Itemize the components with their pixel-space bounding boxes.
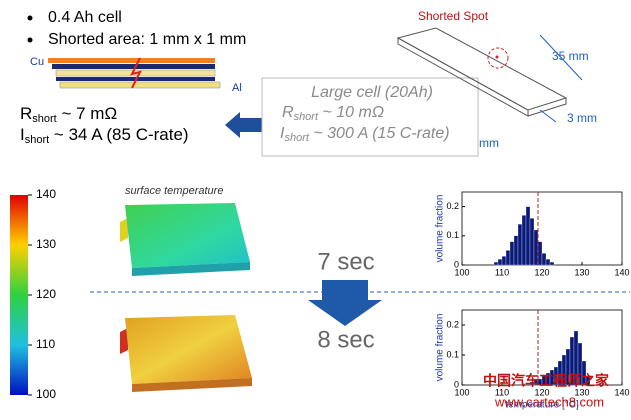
bullet: Shorted area: 1 mm x 1 mm (48, 31, 246, 48)
y-tick-label: 0 (454, 259, 459, 269)
arrow-left (225, 112, 268, 138)
y-axis-label: volume fraction (435, 195, 446, 263)
colorbar-tick-label: 120 (36, 287, 56, 301)
spot-label: Shorted Spot (418, 9, 489, 23)
x-tick-label: 120 (534, 267, 549, 277)
y-axis-label: volume fraction (435, 314, 446, 382)
colorbar-tick-label: 100 (36, 387, 56, 401)
cell-surface (125, 315, 252, 384)
bar (501, 256, 507, 266)
cell-side (132, 262, 250, 276)
arrow-down (308, 280, 382, 326)
time-label: 8 sec (317, 326, 374, 353)
tab (120, 328, 128, 354)
colorbar-ticks: 140 130 120 110 100 (28, 187, 56, 401)
bar (541, 253, 547, 266)
x-tick-label: 110 (495, 267, 509, 277)
shorted-spot (495, 55, 499, 59)
x-tick-label: 100 (454, 387, 469, 397)
layer (59, 81, 221, 89)
y-tick-label: 0.2 (446, 319, 459, 329)
bar (517, 223, 523, 266)
bar (513, 235, 519, 266)
cell-side (132, 378, 252, 392)
bar (545, 259, 551, 266)
resistance: Rshort ~ 7 mΩ (20, 104, 117, 124)
colorbar-tick-label: 130 (36, 237, 56, 251)
bar (509, 241, 515, 266)
x-tick-label: 120 (534, 387, 549, 397)
bar (497, 259, 503, 266)
bar (537, 241, 543, 266)
bar (493, 261, 499, 266)
short-bolt (130, 57, 142, 89)
surface-label: surface temperature (125, 185, 223, 197)
dimension (539, 34, 583, 81)
time-label: 7 sec (317, 248, 374, 275)
y-tick-label: 0.1 (446, 349, 459, 359)
bar (529, 218, 535, 266)
x-tick-label: 110 (495, 387, 509, 397)
bar (521, 215, 527, 266)
colorbar-tick-label: 110 (36, 337, 55, 351)
bullet-dot (27, 15, 33, 21)
dimension (539, 109, 557, 123)
x-tick-label: 100 (454, 267, 469, 277)
bar (505, 250, 511, 266)
watermark-url: www.cartech8.com (494, 394, 604, 409)
bar (581, 360, 587, 386)
dimension-label: mm (479, 136, 499, 150)
layer (48, 58, 215, 63)
resistance: Rshort ~ 10 mΩ (282, 104, 384, 123)
current: Ishort ~ 34 A (85 C-rate) (20, 125, 189, 145)
watermark: 中国汽车工程师之家 (483, 373, 610, 389)
shorted-spot (487, 47, 509, 69)
bar (549, 261, 555, 266)
colorbar-tick-label: 140 (36, 187, 56, 201)
x-axis-label: temperature [°C] (505, 400, 579, 411)
current: Ishort ~ 300 A (15 C-rate) (280, 125, 450, 144)
dimension-label: 35 mm (552, 49, 589, 63)
large-cell-title: Large cell (20Ah) (311, 84, 433, 101)
x-tick-label: 140 (614, 387, 629, 397)
layer (52, 64, 215, 69)
plot-area (461, 309, 623, 386)
colorbar (10, 195, 28, 395)
layer-label: Cu (30, 56, 44, 68)
x-tick-label: 130 (574, 387, 589, 397)
x-tick-label: 130 (574, 267, 589, 277)
y-tick-label: 0 (454, 379, 459, 389)
cell-outline (527, 98, 567, 117)
x-tick-label: 140 (614, 267, 629, 277)
tab (120, 218, 128, 242)
bar (585, 375, 591, 386)
bar (533, 229, 539, 266)
bullet: 0.4 Ah cell (48, 9, 122, 26)
bullet-dot (27, 37, 33, 43)
dimension-label: 3 mm (567, 111, 597, 125)
y-tick-label: 0.1 (446, 230, 459, 240)
large-cell-box (261, 77, 479, 157)
cell-surface (125, 203, 250, 268)
y-tick-label: 0.2 (446, 201, 459, 211)
layer-label: Al (232, 82, 242, 94)
bar (525, 206, 531, 266)
